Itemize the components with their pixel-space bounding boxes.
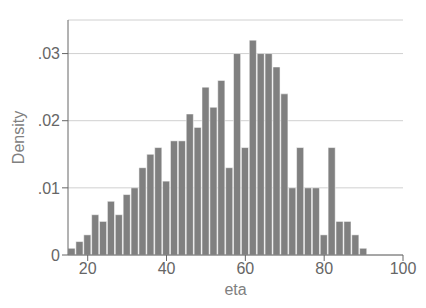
svg-text:20: 20 [79, 260, 97, 277]
svg-text:.03: .03 [38, 45, 60, 62]
svg-text:eta: eta [224, 281, 246, 298]
svg-text:0: 0 [51, 247, 60, 264]
svg-text:60: 60 [236, 260, 254, 277]
svg-text:80: 80 [315, 260, 333, 277]
svg-text:40: 40 [158, 260, 176, 277]
svg-text:.02: .02 [38, 112, 60, 129]
svg-text:.01: .01 [38, 180, 60, 197]
svg-text:Density: Density [10, 111, 27, 164]
svg-text:100: 100 [390, 260, 417, 277]
